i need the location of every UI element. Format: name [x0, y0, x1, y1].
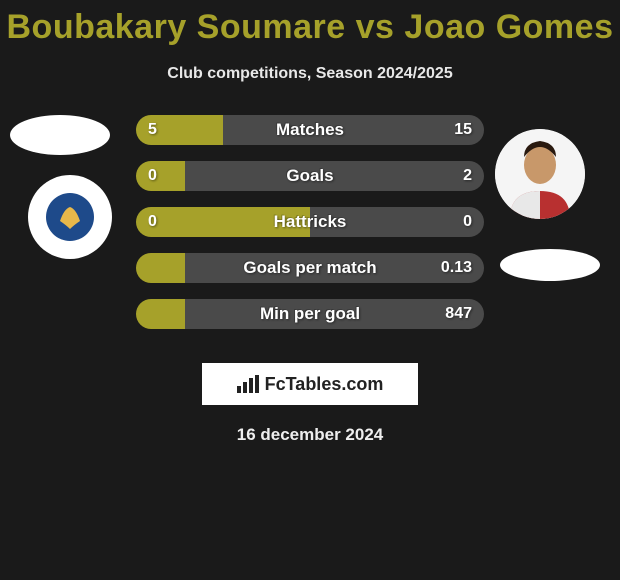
stat-bar-label: Goals per match	[136, 253, 484, 283]
stat-bar-right-value: 0	[463, 207, 472, 237]
brand-text: FcTables.com	[265, 374, 384, 395]
stat-bar-label: Min per goal	[136, 299, 484, 329]
stat-bars: Matches515Goals02Hattricks00Goals per ma…	[136, 115, 484, 345]
bar-chart-icon	[237, 375, 259, 393]
stat-bar-right-value: 15	[454, 115, 472, 145]
stat-bar: Hattricks0 0	[136, 207, 484, 237]
title-player2: Joao Gomes	[404, 8, 613, 46]
player1-club-badge	[28, 175, 112, 259]
stat-bar-left-value: 5	[148, 115, 157, 145]
brand-logo: FcTables.com	[202, 363, 418, 405]
stat-bar-label: Goals	[136, 161, 484, 191]
stat-bar-right-value: 0.13	[441, 253, 472, 283]
stat-bar-left-value: 0	[148, 207, 157, 237]
comparison-area: Matches515Goals02Hattricks00Goals per ma…	[0, 115, 620, 355]
stat-bar-right-value: 2	[463, 161, 472, 191]
stat-bar: Min per goal847	[136, 299, 484, 329]
date-label: 16 december 2024	[0, 425, 620, 445]
stat-bar: Matches5 15	[136, 115, 484, 145]
player2-avatar	[495, 129, 585, 219]
club-crest-icon	[38, 185, 102, 249]
stat-bar: Goals per match0.13	[136, 253, 484, 283]
player2-club-badge	[500, 249, 600, 281]
player1-avatar	[10, 115, 110, 155]
title-player1: Boubakary Soumare	[7, 8, 346, 46]
stat-bar-left-value: 0	[148, 161, 157, 191]
stat-bar-label: Matches	[136, 115, 484, 145]
page-title: Boubakary Soumare vs Joao Gomes	[0, 0, 620, 47]
subtitle: Club competitions, Season 2024/2025	[0, 65, 620, 83]
stat-bar-label: Hattricks	[136, 207, 484, 237]
stat-bar: Goals0 2	[136, 161, 484, 191]
comparison-infographic: Boubakary Soumare vs Joao Gomes Club com…	[0, 0, 620, 445]
title-vs: vs	[356, 8, 395, 46]
stat-bar-right-value: 847	[445, 299, 472, 329]
